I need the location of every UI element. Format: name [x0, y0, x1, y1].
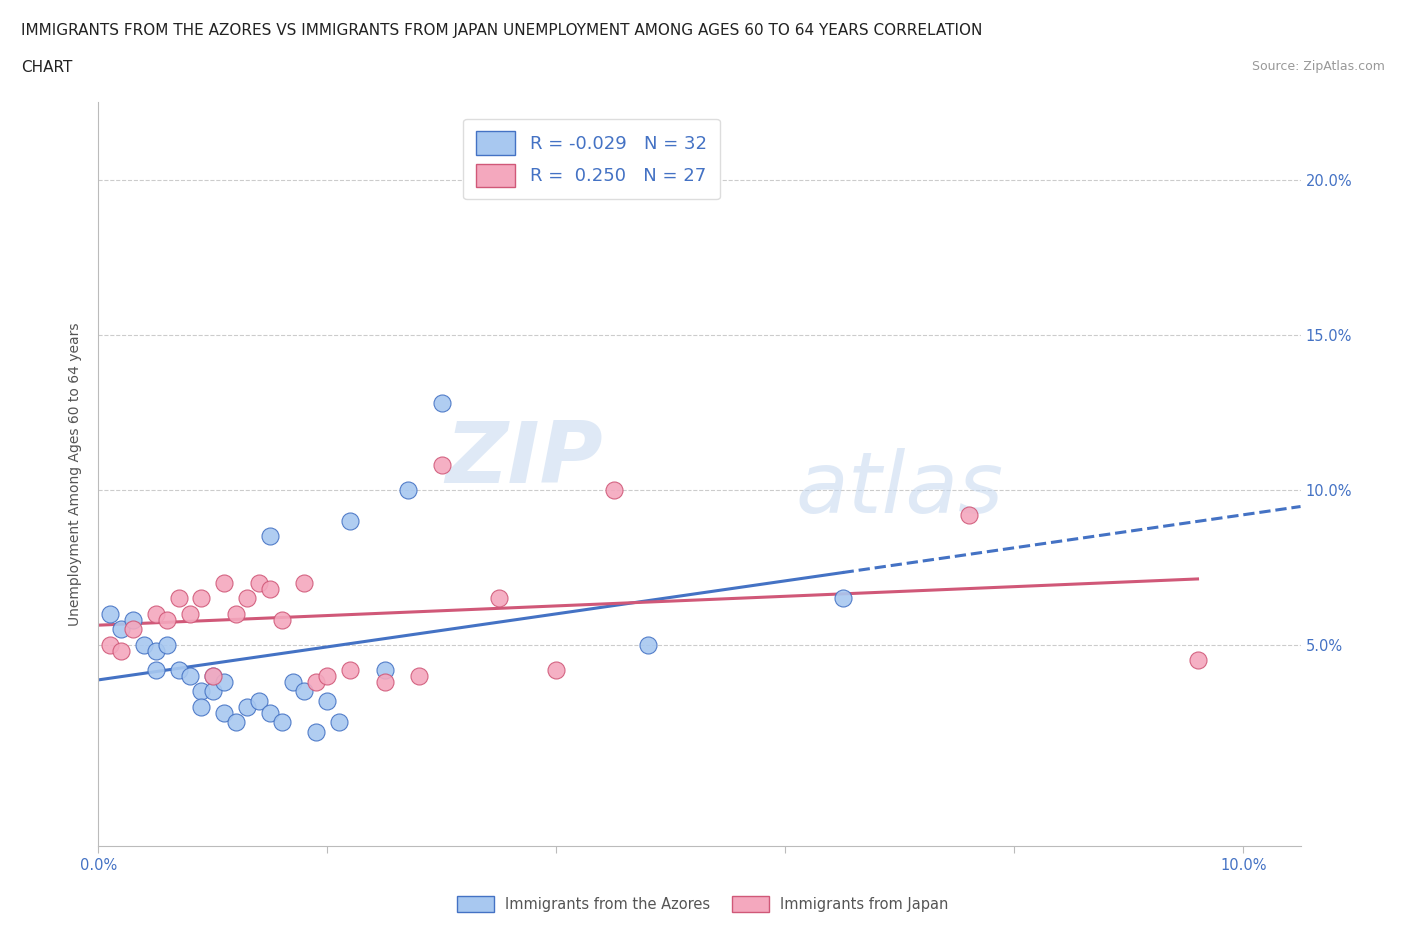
Point	[179, 606, 201, 621]
Text: CHART: CHART	[21, 60, 73, 75]
Point	[167, 662, 190, 677]
Point	[281, 674, 304, 689]
Point	[190, 699, 212, 714]
Point	[259, 706, 281, 721]
Point	[179, 669, 201, 684]
Point	[201, 669, 224, 684]
Point	[214, 576, 236, 591]
Point	[190, 684, 212, 698]
Point	[328, 715, 350, 730]
Point	[259, 529, 281, 544]
Point	[201, 669, 224, 684]
Point	[156, 613, 179, 628]
Point	[1187, 653, 1209, 668]
Point	[430, 458, 453, 472]
Point	[236, 699, 259, 714]
Point	[145, 662, 167, 677]
Point	[98, 606, 121, 621]
Point	[316, 693, 339, 708]
Point	[236, 591, 259, 605]
Point	[637, 637, 659, 652]
Point	[225, 606, 247, 621]
Point	[957, 507, 980, 522]
Point	[546, 662, 568, 677]
Point	[190, 591, 212, 605]
Y-axis label: Unemployment Among Ages 60 to 64 years: Unemployment Among Ages 60 to 64 years	[69, 323, 83, 626]
Point	[134, 637, 156, 652]
Point	[270, 613, 292, 628]
Point	[602, 483, 624, 498]
Point	[316, 669, 339, 684]
Point	[110, 644, 132, 658]
Point	[831, 591, 853, 605]
Point	[247, 693, 270, 708]
Point	[145, 606, 167, 621]
Point	[408, 669, 430, 684]
Point	[270, 715, 292, 730]
Text: atlas: atlas	[796, 447, 1004, 531]
Point	[339, 513, 361, 528]
Point	[294, 576, 316, 591]
Point	[214, 706, 236, 721]
Point	[121, 622, 143, 637]
Text: IMMIGRANTS FROM THE AZORES VS IMMIGRANTS FROM JAPAN UNEMPLOYMENT AMONG AGES 60 T: IMMIGRANTS FROM THE AZORES VS IMMIGRANTS…	[21, 23, 983, 38]
Legend: R = -0.029   N = 32, R =  0.250   N = 27: R = -0.029 N = 32, R = 0.250 N = 27	[463, 119, 720, 199]
Point	[167, 591, 190, 605]
Point	[339, 662, 361, 677]
Point	[259, 581, 281, 596]
Point	[98, 637, 121, 652]
Point	[374, 662, 396, 677]
Point	[305, 674, 328, 689]
Point	[110, 622, 132, 637]
Text: ZIP: ZIP	[446, 418, 603, 501]
Point	[430, 395, 453, 410]
Point	[201, 684, 224, 698]
Point	[294, 684, 316, 698]
Point	[305, 724, 328, 739]
Legend: Immigrants from the Azores, Immigrants from Japan: Immigrants from the Azores, Immigrants f…	[451, 891, 955, 918]
Point	[247, 576, 270, 591]
Point	[488, 591, 510, 605]
Point	[156, 637, 179, 652]
Point	[225, 715, 247, 730]
Point	[374, 674, 396, 689]
Point	[396, 483, 419, 498]
Point	[145, 644, 167, 658]
Text: Source: ZipAtlas.com: Source: ZipAtlas.com	[1251, 60, 1385, 73]
Point	[121, 613, 143, 628]
Point	[214, 674, 236, 689]
